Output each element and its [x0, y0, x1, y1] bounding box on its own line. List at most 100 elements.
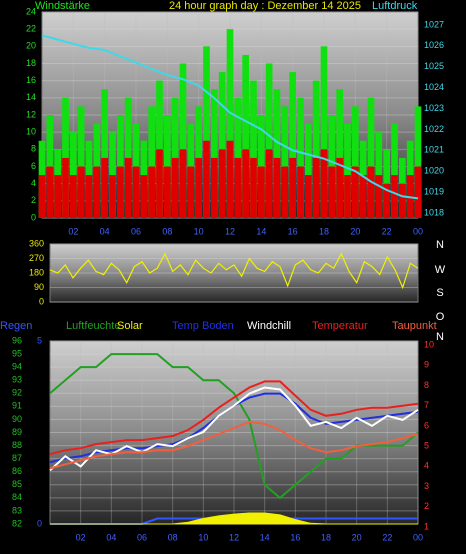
bar: [187, 166, 195, 218]
x-tick-label: 18: [319, 226, 329, 236]
y2-tick-label: 3: [424, 481, 429, 491]
y2-tick-label: 1020: [424, 166, 444, 176]
y-tick-label: 83: [12, 505, 22, 515]
y-tick-label: 86: [12, 466, 22, 476]
bar: [320, 46, 328, 219]
bar: [218, 72, 226, 218]
bar: [289, 157, 296, 218]
y-tick-label: 91: [12, 401, 22, 411]
y2-tick-label: 1022: [424, 124, 444, 134]
bar: [359, 175, 367, 218]
line: [49, 380, 419, 456]
bar: [226, 140, 234, 218]
y-tick-label: 0: [31, 212, 36, 222]
y2-tick-label: 6: [424, 420, 429, 430]
y-tick-label: 96: [12, 335, 22, 345]
x-tick-label: 06: [137, 532, 147, 542]
bar: [367, 97, 375, 218]
y2-tick-label: 1025: [424, 61, 444, 71]
x-tick-label: 22: [382, 532, 392, 542]
bar: [305, 123, 312, 218]
bar: [383, 183, 390, 218]
bar: [312, 80, 320, 219]
bar: [156, 149, 163, 218]
x-tick-label: 06: [131, 226, 141, 236]
bar: [273, 89, 281, 218]
y-tick-label: 4: [31, 178, 36, 188]
y2-tick-label: 1027: [424, 19, 444, 29]
y-tick-label: 270: [29, 253, 44, 263]
bar: [281, 166, 289, 218]
bar: [195, 157, 202, 218]
y-axis-label: Windstärke: [35, 0, 90, 12]
y-tick-label: 22: [26, 24, 36, 34]
bar: [218, 149, 226, 218]
y2-tick-label: 1023: [424, 103, 444, 113]
y-tick-label: 10: [26, 127, 36, 137]
x-tick-label: 16: [288, 226, 298, 236]
bar: [171, 157, 179, 218]
y-tick-label: 87: [12, 453, 22, 463]
bar: [140, 175, 148, 218]
y2-tick-label: 1021: [424, 145, 444, 155]
x-tick-label: 00: [413, 226, 423, 236]
legend-label: Regen: [0, 320, 32, 332]
y2-tick-label: 7: [424, 400, 429, 410]
bar: [179, 149, 187, 218]
y-tick-label: 90: [12, 414, 22, 424]
bar: [242, 149, 249, 218]
y-tick-label: 6: [31, 161, 36, 171]
bar: [328, 166, 336, 218]
line: [41, 34, 419, 200]
y-tick-label: 18: [26, 58, 36, 68]
bar: [336, 157, 343, 218]
y2-tick-label: 5: [424, 441, 429, 451]
bar: [38, 175, 46, 218]
y-tick-label: 92: [12, 388, 22, 398]
y-tick-label: 89: [12, 427, 22, 437]
bar: [77, 106, 85, 218]
x-tick-label: 04: [100, 226, 110, 236]
bar: [203, 46, 210, 219]
y3-tick-label: 5: [37, 335, 42, 345]
legend-label: Luftfeuchte: [66, 320, 120, 332]
bar: [211, 89, 218, 218]
bar: [399, 183, 406, 218]
y2-tick-label: 1018: [424, 207, 444, 217]
x-tick-label: 00: [413, 532, 423, 542]
legend-label: Temperatur: [312, 320, 368, 332]
legend-label: Taupunkt: [392, 320, 437, 332]
x-tick-label: 12: [225, 226, 235, 236]
bar: [242, 54, 249, 218]
bar: [46, 166, 54, 218]
x-tick-label: 10: [194, 226, 204, 236]
legend-label: Temp Boden: [172, 320, 234, 332]
y2-tick-label: 9: [424, 360, 429, 370]
bar: [203, 140, 210, 218]
y-tick-label: 82: [12, 518, 22, 528]
y2-tick-label: 10: [424, 339, 434, 349]
y-tick-label: 180: [29, 267, 44, 277]
bar: [273, 157, 281, 218]
x-tick-label: 10: [198, 532, 208, 542]
bar: [344, 175, 351, 218]
compass-label: N: [436, 331, 444, 343]
plot-area: [49, 340, 419, 525]
bar: [85, 175, 93, 218]
y2-tick-label: 1026: [424, 40, 444, 50]
y-tick-label: 16: [26, 75, 36, 85]
x-tick-label: 04: [106, 532, 116, 542]
y-tick-label: 360: [29, 238, 44, 248]
bar: [297, 97, 304, 218]
y-tick-label: 93: [12, 375, 22, 385]
bar: [352, 106, 359, 218]
bar: [54, 175, 61, 218]
y-tick-label: 20: [26, 41, 36, 51]
y2-tick-label: 1024: [424, 82, 444, 92]
bar: [391, 123, 398, 218]
bar: [211, 157, 218, 218]
bar: [352, 166, 359, 218]
line: [49, 252, 419, 290]
bar: [414, 106, 422, 218]
